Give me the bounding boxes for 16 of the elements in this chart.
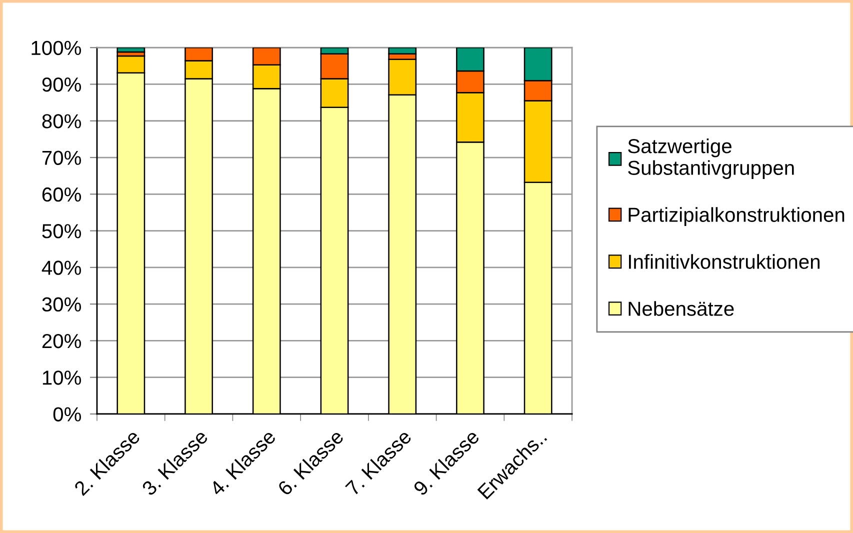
y-tick-label: 20% [42, 334, 81, 348]
bar [116, 48, 146, 53]
legend-label: Satzwertige Substantivgruppen [628, 138, 794, 179]
y-tick-label: 80% [42, 114, 81, 128]
legend-label: Nebensätze [628, 301, 734, 316]
y-tick-label: 50% [42, 224, 81, 238]
legend-label: Partizipialkonstruktionen [628, 207, 844, 226]
y-tick-label: 0% [53, 407, 81, 422]
y-tick-label: 60% [42, 187, 81, 202]
y-tick-label: 70% [42, 150, 81, 166]
y-tick-label: 40% [42, 260, 81, 275]
y-tick-label: 100% [32, 40, 81, 56]
legend-label: Infinitivkonstruktionen [629, 254, 820, 269]
y-tick-label: 90% [42, 77, 81, 92]
y-tick-label: 10% [42, 370, 81, 385]
y-tick-label: 30% [42, 297, 81, 312]
